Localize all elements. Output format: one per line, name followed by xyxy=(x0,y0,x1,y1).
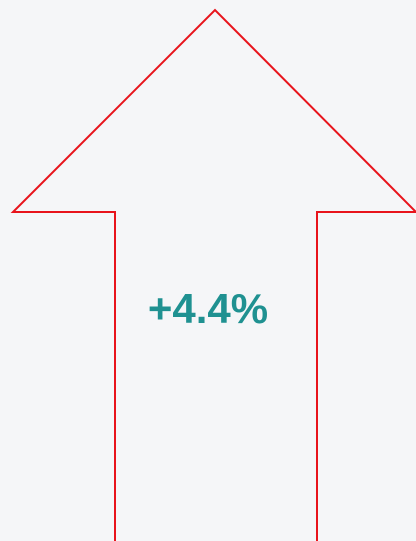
up-arrow xyxy=(10,8,416,541)
change-label: +4.4% xyxy=(148,285,268,332)
